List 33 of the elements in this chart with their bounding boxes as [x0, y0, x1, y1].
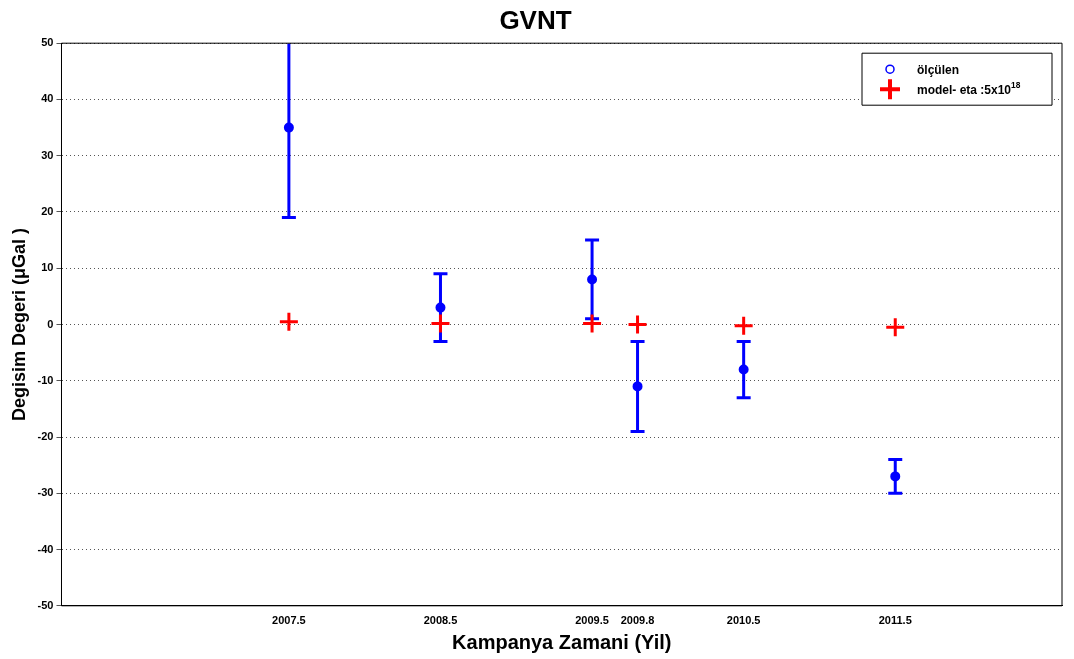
point	[884, 316, 906, 338]
point	[581, 312, 603, 334]
y-tick-label: -20	[37, 430, 54, 443]
y-tick-label: 0	[47, 317, 54, 330]
point	[890, 471, 901, 482]
x-tick-label: 2007.5	[272, 614, 306, 627]
point	[632, 381, 643, 392]
x-tick-label: 2011.5	[878, 614, 912, 627]
point	[278, 311, 300, 333]
y-tick-label: -10	[37, 373, 54, 386]
point	[738, 364, 749, 375]
y-tick-label: 40	[41, 92, 54, 105]
legend-label: ölçülen	[917, 62, 960, 77]
x-tick-label: 2008.5	[423, 614, 458, 627]
x-tick-label: 2009.5	[575, 614, 609, 627]
y-tick-label: 10	[41, 261, 54, 274]
point	[587, 274, 598, 285]
y-tick-label: -50	[37, 598, 54, 611]
y-tick-label: -40	[37, 542, 54, 555]
y-tick-label: -30	[37, 486, 54, 499]
y-tick-label: 30	[41, 148, 54, 161]
x-tick-label: 2010.5	[726, 614, 761, 627]
point	[429, 312, 451, 334]
chart-title: GVNT	[499, 4, 572, 35]
y-tick-label: 50	[41, 36, 54, 49]
point	[733, 315, 755, 337]
y-tick-label: 20	[41, 205, 54, 218]
point	[435, 302, 446, 313]
point	[283, 122, 294, 133]
point	[627, 314, 649, 335]
x-axis-title: Kampanya Zamani (Yil)	[452, 630, 672, 653]
x-tick-label: 2009.8	[620, 614, 655, 627]
y-axis-title: Degisim Degeri (μGal )	[8, 227, 29, 422]
